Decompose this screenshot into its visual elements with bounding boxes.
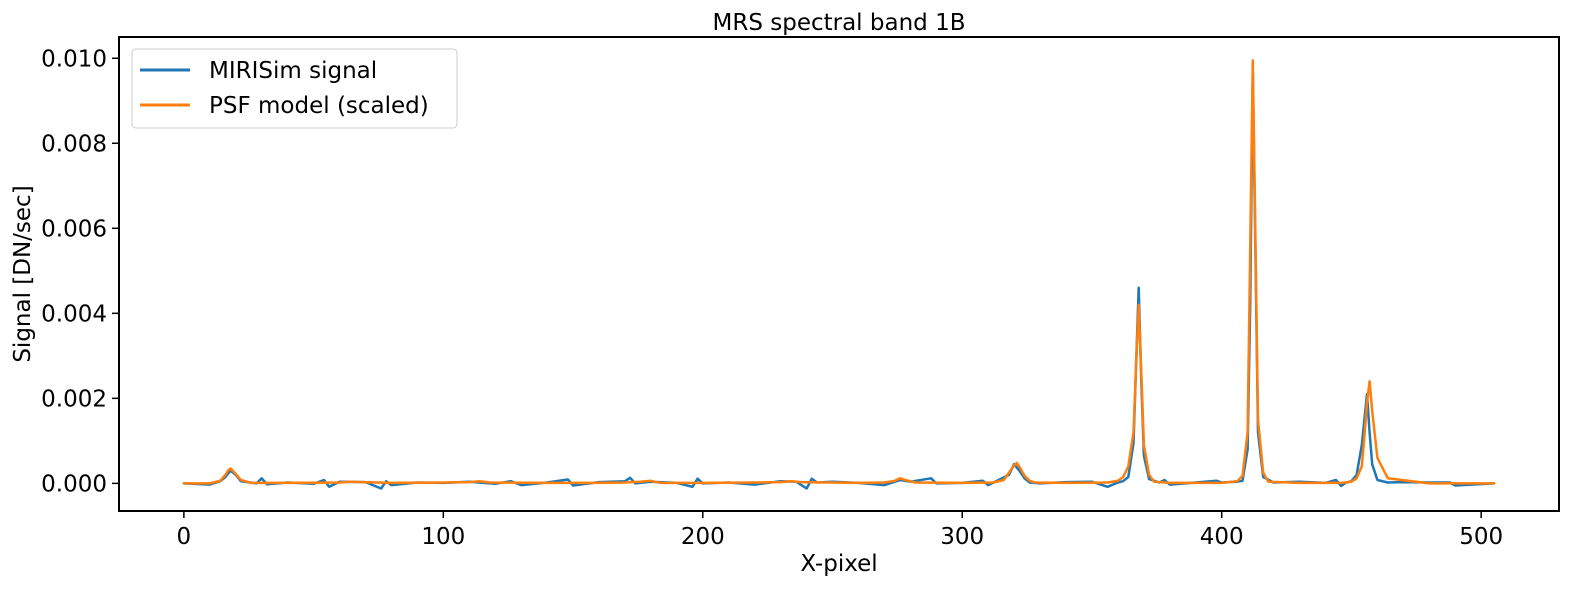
x-axis-ticks: 0 100 200 300 400 500	[177, 511, 1503, 550]
y-tick-label: 0.000	[41, 471, 107, 497]
y-tick-label: 0.010	[41, 46, 107, 72]
chart-title: MRS spectral band 1B	[713, 10, 966, 36]
x-tick-label: 500	[1459, 524, 1503, 550]
y-tick-label: 0.008	[41, 131, 107, 157]
legend-label-psf-model: PSF model (scaled)	[209, 93, 429, 119]
legend-box	[131, 48, 458, 129]
x-axis-label: X-pixel	[800, 551, 877, 577]
y-tick-label: 0.006	[41, 216, 107, 242]
x-tick-label: 100	[421, 524, 465, 550]
y-tick-label: 0.004	[41, 301, 107, 327]
y-tick-label: 0.002	[41, 386, 107, 412]
y-axis-label: Signal [DN/sec]	[10, 185, 36, 362]
x-tick-label: 300	[940, 524, 984, 550]
x-tick-label: 0	[177, 524, 192, 550]
series-layer	[182, 59, 1496, 490]
y-axis-ticks: 0.000 0.002 0.004 0.006 0.008 0.010	[41, 46, 119, 497]
x-tick-label: 400	[1200, 524, 1244, 550]
legend-label-mirisim-signal: MIRISim signal	[209, 58, 377, 84]
series-line-psf-model	[182, 59, 1496, 485]
x-tick-label: 200	[681, 524, 725, 550]
legend: MIRISim signal PSF model (scaled)	[131, 48, 458, 129]
plot-frame	[118, 36, 1560, 512]
series-line-mirisim-signal	[182, 69, 1496, 490]
